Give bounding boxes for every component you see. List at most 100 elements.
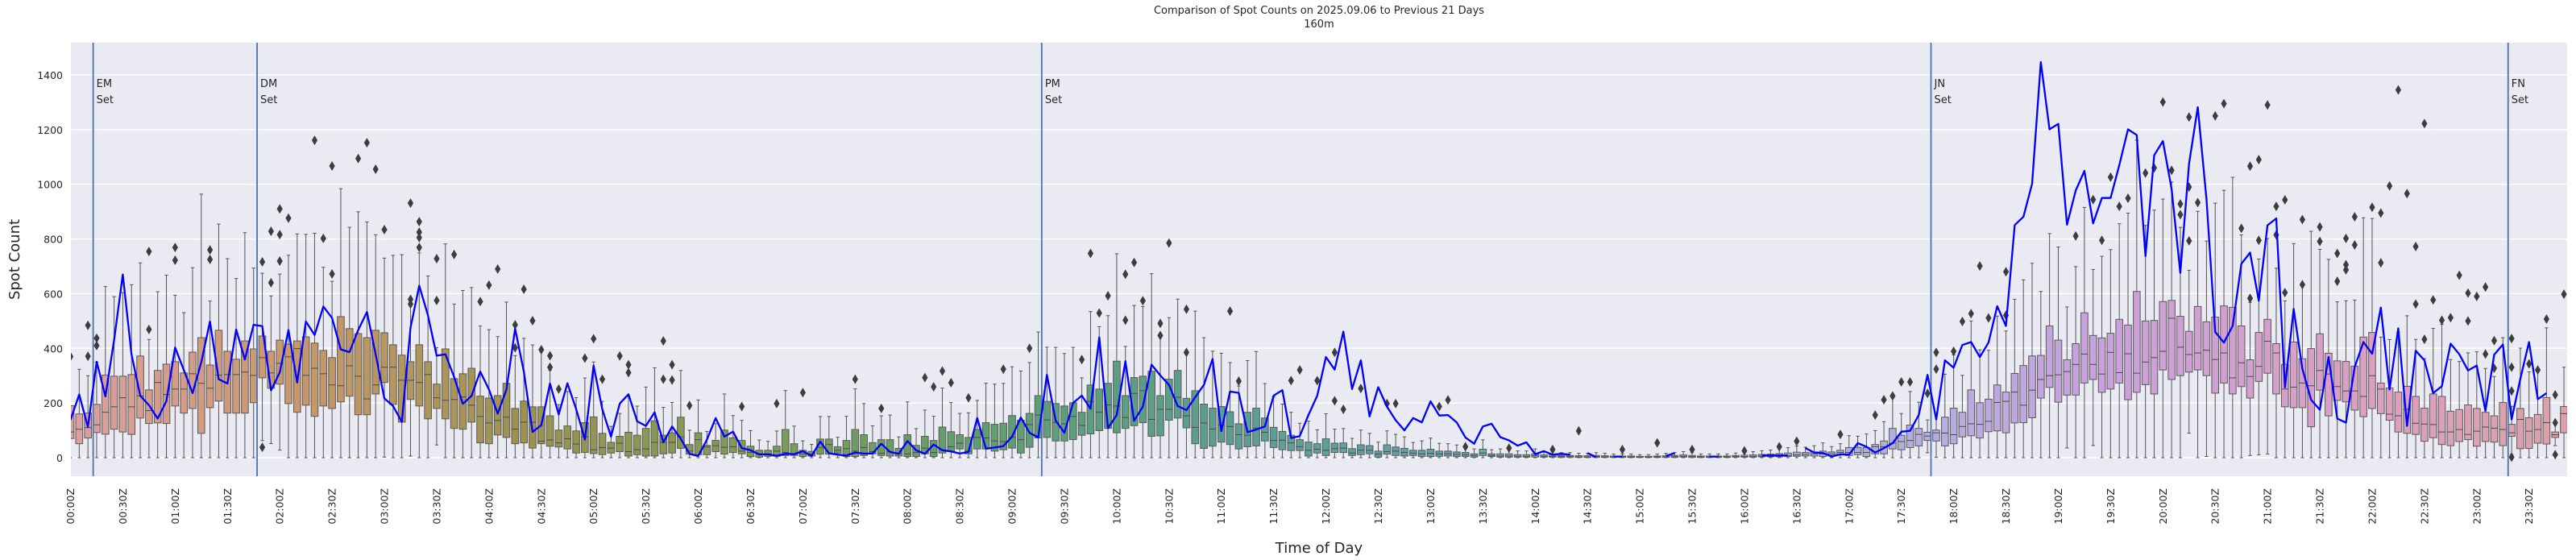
box-156 xyxy=(1426,438,1435,458)
box-iqr xyxy=(1932,429,1940,442)
box-19 xyxy=(232,278,240,458)
outlier-point xyxy=(1314,375,1321,386)
box-iqr xyxy=(127,374,136,435)
box-130 xyxy=(1200,337,1208,458)
marker-label: FN Set xyxy=(2512,78,2528,106)
box-154 xyxy=(1408,442,1417,458)
outlier-point xyxy=(660,336,666,346)
x-tick-label: 12:30Z xyxy=(1372,488,1384,525)
x-tick-label: 15:30Z xyxy=(1686,488,1699,525)
box-219 xyxy=(1976,349,1984,458)
outlier-point xyxy=(2378,208,2384,218)
box-176 xyxy=(1601,453,1609,458)
box-iqr xyxy=(319,350,328,407)
box-iqr xyxy=(110,375,118,430)
box-iqr xyxy=(2202,321,2211,376)
box-iqr xyxy=(1278,430,1287,450)
marker-label-line: FN xyxy=(2512,78,2525,90)
outlier-point xyxy=(146,324,152,334)
outlier-point xyxy=(1226,306,1234,317)
outlier-point xyxy=(1105,291,1111,301)
box-iqr xyxy=(1025,413,1034,448)
box-iqr xyxy=(1008,415,1016,449)
outlier-point xyxy=(2194,197,2201,208)
box-iqr xyxy=(2141,320,2150,385)
box-124 xyxy=(1147,273,1155,458)
outlier-point xyxy=(599,374,606,384)
outlier-point xyxy=(2072,230,2079,241)
box-230 xyxy=(2072,266,2080,458)
outlier-point xyxy=(2334,248,2341,259)
outlier-point xyxy=(1951,346,1957,357)
x-tick-label: 01:30Z xyxy=(222,488,234,525)
box-iqr xyxy=(101,375,110,435)
box-198 xyxy=(1793,446,1801,458)
box-143 xyxy=(1313,429,1321,458)
outlier-point xyxy=(739,401,745,412)
outlier-point xyxy=(2387,180,2393,191)
box-40 xyxy=(415,252,424,458)
box-iqr xyxy=(1339,442,1348,454)
box-iqr xyxy=(1941,417,1949,446)
outlier-point xyxy=(71,352,74,361)
outlier-point xyxy=(450,249,458,259)
box-iqr xyxy=(301,336,310,406)
box-48 xyxy=(485,329,493,458)
box-iqr xyxy=(1200,403,1208,449)
box-13 xyxy=(180,312,188,458)
box-iqr xyxy=(929,440,938,458)
box-182 xyxy=(1653,453,1661,458)
box-iqr xyxy=(2220,305,2228,384)
box-284 xyxy=(2542,327,2551,458)
box-iqr xyxy=(2307,348,2316,428)
outlier-point xyxy=(1977,261,1983,272)
outlier-point xyxy=(669,375,675,385)
outlier-point xyxy=(2255,235,2262,246)
box-1 xyxy=(75,368,84,458)
outlier-point xyxy=(355,153,362,164)
box-iqr xyxy=(232,359,240,414)
box-216 xyxy=(1949,354,1958,458)
chart-title: Comparison of Spot Counts on 2025.09.06 … xyxy=(1154,5,1484,17)
outlier-point xyxy=(1968,309,1974,319)
outlier-point xyxy=(207,255,214,265)
box-155 xyxy=(1417,440,1426,458)
box-7 xyxy=(127,284,136,458)
y-tick-label: 800 xyxy=(44,234,63,246)
outlier-point xyxy=(2508,334,2515,344)
box-iqr xyxy=(2246,359,2255,399)
box-iqr xyxy=(650,420,659,457)
box-70 xyxy=(677,370,685,458)
x-tick-label: 19:00Z xyxy=(2052,488,2064,525)
box-iqr xyxy=(389,344,397,405)
box-iqr xyxy=(2420,408,2429,442)
outlier-point xyxy=(687,400,693,411)
box-227 xyxy=(2045,233,2054,458)
box-iqr xyxy=(2263,318,2271,374)
box-iqr xyxy=(2455,409,2463,442)
box-iqr xyxy=(1226,411,1234,446)
outlier-point xyxy=(538,344,545,355)
x-tick-label: 23:00Z xyxy=(2470,488,2483,525)
outlier-point xyxy=(372,164,379,175)
x-tick-label: 15:00Z xyxy=(1634,488,1646,525)
box-iqr xyxy=(1234,423,1243,450)
outlier-point xyxy=(939,366,946,376)
outlier-point xyxy=(146,247,152,257)
box-iqr xyxy=(1522,454,1531,458)
box-iqr xyxy=(598,433,607,455)
box-iqr xyxy=(781,429,790,456)
box-245 xyxy=(2202,240,2211,457)
box-161 xyxy=(1470,448,1479,458)
box-75 xyxy=(720,393,728,458)
x-tick-label: 13:30Z xyxy=(1477,488,1489,525)
outlier-point xyxy=(1122,269,1129,280)
box-226 xyxy=(2037,291,2045,458)
box-199 xyxy=(1801,446,1810,458)
outlier-point xyxy=(965,392,972,403)
x-tick-label: 16:00Z xyxy=(1738,488,1750,525)
outlier-point xyxy=(93,333,100,343)
outlier-point xyxy=(512,342,518,353)
outlier-point xyxy=(1881,395,1887,405)
box-iqr xyxy=(476,396,484,444)
